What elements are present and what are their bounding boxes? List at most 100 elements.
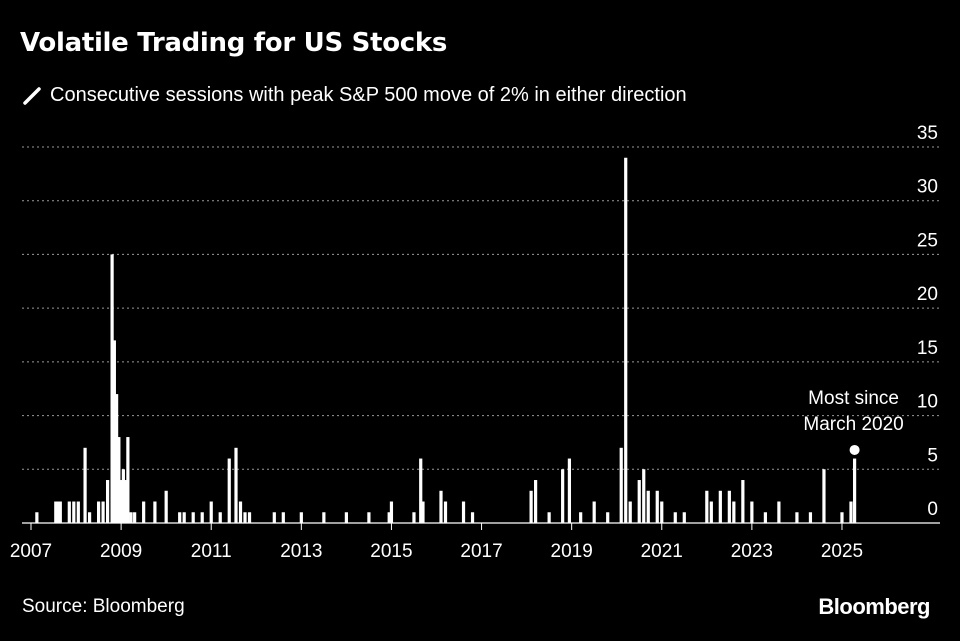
bar-22	[142, 501, 146, 523]
y-tick-label-10: 10	[917, 392, 938, 413]
bar-13	[112, 340, 116, 523]
x-tick-label-2009: 2009	[100, 541, 142, 562]
bar-73	[732, 501, 736, 523]
annotation-marker	[849, 444, 860, 455]
bar-69	[705, 490, 709, 523]
bar-43	[389, 501, 394, 523]
bar-76	[763, 512, 767, 523]
bar-40	[344, 512, 348, 523]
bar-80	[822, 469, 826, 523]
bar-31	[227, 458, 231, 523]
bar-48	[443, 501, 448, 523]
bar-77	[777, 501, 781, 523]
bar-83	[852, 458, 857, 523]
bar-8	[87, 512, 92, 523]
bar-6	[76, 501, 80, 523]
y-tick-label-30: 30	[917, 177, 938, 198]
bar-30	[218, 512, 222, 523]
bar-65	[655, 490, 659, 523]
bar-2	[56, 501, 60, 523]
bar-1	[54, 501, 58, 523]
bar-17	[121, 469, 125, 523]
source-note: Source: Bloomberg	[22, 596, 185, 617]
bar-35	[247, 512, 252, 523]
bar-26	[182, 512, 186, 523]
bar-18	[124, 480, 128, 523]
bar-44	[412, 512, 416, 523]
bar-49	[461, 501, 466, 523]
bar-38	[299, 512, 303, 523]
y-tick-label-15: 15	[917, 338, 938, 359]
bar-72	[727, 490, 731, 523]
bar-10	[101, 501, 105, 523]
legend-line-icon	[23, 86, 41, 105]
bar-42	[387, 512, 391, 523]
bar-32	[234, 447, 238, 523]
bar-60	[624, 157, 628, 523]
bar-78	[795, 512, 799, 523]
y-tick-label-25: 25	[917, 230, 938, 251]
bar-81	[840, 512, 844, 523]
x-tick-label-2019: 2019	[551, 541, 593, 562]
bar-53	[547, 512, 551, 523]
bar-59	[619, 447, 623, 523]
bar-58	[606, 512, 610, 523]
x-tick-label-2013: 2013	[280, 541, 322, 562]
y-tick-label-20: 20	[917, 284, 938, 305]
bar-74	[741, 480, 745, 523]
bar-79	[808, 512, 813, 523]
x-tick-label-2015: 2015	[370, 541, 412, 562]
bar-56	[579, 512, 583, 523]
bar-9	[96, 501, 101, 523]
bar-54	[561, 469, 565, 523]
chart-legend: Consecutive sessions with peak S&P 500 m…	[22, 84, 687, 107]
bar-0	[35, 512, 39, 523]
bar-39	[322, 512, 326, 523]
bar-55	[567, 458, 572, 523]
bar-11	[106, 480, 110, 523]
y-tick-label-5: 5	[927, 445, 938, 466]
x-tick-label-2007: 2007	[10, 541, 52, 562]
x-tick-label-2023: 2023	[731, 541, 773, 562]
bar-14	[115, 394, 119, 523]
bar-70	[709, 501, 713, 523]
bar-21	[133, 512, 137, 523]
bar-45	[419, 458, 423, 523]
bar-20	[129, 512, 133, 523]
bar-15	[117, 437, 121, 523]
x-tick-label-2017: 2017	[460, 541, 502, 562]
bar-62	[637, 480, 641, 523]
bar-63	[642, 469, 646, 523]
bar-7	[83, 447, 87, 523]
bar-23	[153, 501, 157, 523]
bar-3	[58, 501, 62, 523]
y-tick-label-0: 0	[927, 499, 938, 520]
bar-36	[272, 512, 276, 523]
x-tick-label-2011: 2011	[191, 541, 232, 562]
bar-12	[110, 254, 114, 523]
bar-75	[750, 501, 754, 523]
x-tick-label-2025: 2025	[821, 541, 863, 562]
bar-34	[243, 512, 247, 523]
bar-52	[534, 480, 538, 523]
annotation-line-2: March 2020	[803, 414, 903, 435]
bar-50	[470, 512, 475, 523]
bar-64	[646, 490, 650, 523]
bar-24	[164, 490, 168, 523]
chart-title: Volatile Trading for US Stocks	[20, 28, 448, 58]
bar-28	[200, 512, 204, 523]
bar-57	[592, 501, 596, 523]
bar-46	[421, 501, 425, 523]
bar-47	[439, 490, 443, 523]
bar-16	[119, 480, 123, 523]
bar-33	[238, 501, 243, 523]
bar-41	[367, 512, 371, 523]
bar-68	[682, 512, 686, 523]
bar-25	[178, 512, 182, 523]
bar-37	[281, 512, 285, 523]
bar-67	[673, 512, 677, 523]
bar-19	[126, 437, 130, 523]
legend-label: Consecutive sessions with peak S&P 500 m…	[50, 84, 687, 106]
bar-71	[718, 490, 722, 523]
